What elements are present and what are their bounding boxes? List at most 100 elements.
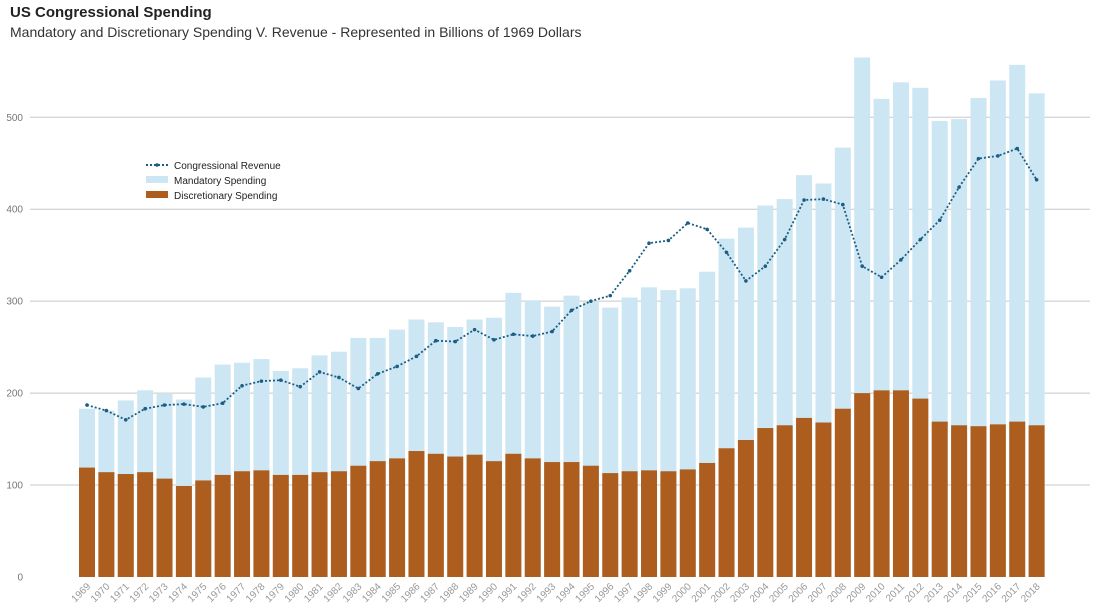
discretionary-bar: [408, 451, 425, 577]
chart-subtitle: Mandatory and Discretionary Spending V. …: [10, 24, 582, 40]
revenue-point: [279, 378, 283, 383]
chart-title: US Congressional Spending: [10, 4, 212, 21]
legend-item-discretionary: Discretionary Spending: [146, 191, 277, 202]
discretionary-bar: [485, 461, 502, 577]
revenue-point: [104, 408, 109, 413]
x-tick-label: 1991: [496, 581, 520, 605]
x-tick-label: 1988: [438, 581, 462, 605]
revenue-point: [899, 257, 903, 262]
revenue-point: [821, 197, 826, 201]
x-tick-label: 1995: [573, 581, 597, 605]
y-tick-label: 500: [6, 113, 23, 124]
discretionary-bar: [1009, 421, 1026, 577]
discretionary-bar: [447, 456, 464, 577]
revenue-point: [395, 364, 399, 369]
x-tick-label: 1976: [205, 581, 229, 605]
x-tick-label: 1984: [360, 581, 384, 605]
x-tick-label: 2003: [729, 581, 753, 605]
revenue-point: [879, 275, 884, 280]
revenue-point: [375, 371, 380, 376]
revenue-point: [860, 264, 864, 269]
legend-item-revenue: Congressional Revenue: [146, 161, 281, 172]
revenue-point: [201, 405, 206, 409]
discretionary-bar: [912, 398, 929, 577]
discretionary-bar: [834, 408, 851, 577]
x-tick-label: 2008: [825, 581, 849, 605]
discretionary-bar: [582, 465, 599, 577]
revenue-point: [337, 375, 341, 380]
revenue-point: [724, 250, 729, 255]
discretionary-bar: [737, 439, 754, 577]
x-tick-label: 2002: [709, 581, 733, 605]
revenue-point: [782, 237, 787, 242]
revenue-point: [763, 264, 768, 269]
revenue-point: [492, 337, 496, 342]
discretionary-bar: [602, 473, 619, 577]
x-tick-label: 1975: [186, 581, 210, 605]
discretionary-bar: [505, 453, 522, 577]
revenue-point: [744, 279, 748, 283]
discretionary-bar: [175, 485, 192, 577]
revenue-point: [453, 339, 458, 344]
revenue-point: [1034, 177, 1039, 182]
discretionary-bar: [311, 472, 328, 577]
revenue-point: [802, 198, 806, 202]
x-tick-label: 1986: [399, 581, 423, 605]
discretionary-bar: [660, 471, 677, 577]
x-axis-ticks: 1969197019711972197319741975197619771978…: [70, 581, 1043, 605]
discretionary-bar: [892, 390, 909, 577]
revenue-point: [298, 384, 302, 389]
discretionary-bar: [330, 471, 347, 577]
revenue-point: [685, 221, 690, 225]
legend-label-discretionary: Discretionary Spending: [174, 191, 277, 202]
x-tick-label: 1970: [89, 581, 113, 605]
revenue-point: [85, 403, 89, 407]
revenue-point: [550, 329, 554, 334]
revenue-point: [530, 334, 535, 338]
discretionary-bar: [815, 422, 832, 577]
revenue-point: [976, 156, 981, 161]
legend: Congressional Revenue Mandatory Spending…: [146, 161, 281, 202]
y-tick-label: 0: [17, 573, 23, 584]
discretionary-bar: [234, 471, 251, 577]
discretionary-bar: [873, 390, 890, 577]
x-tick-label: 2012: [903, 581, 927, 605]
x-tick-label: 1973: [147, 581, 171, 605]
x-tick-label: 1982: [322, 581, 346, 605]
y-axis-ticks: 0 100 200 300 400 500: [6, 113, 23, 584]
x-tick-label: 1999: [651, 581, 675, 605]
revenue-point: [220, 401, 225, 406]
revenue-point: [996, 154, 1000, 158]
revenue-line: [85, 146, 1039, 422]
discretionary-bar: [757, 428, 774, 577]
legend-label-revenue: Congressional Revenue: [174, 161, 281, 172]
x-tick-label: 1980: [283, 581, 307, 605]
revenue-point: [123, 417, 128, 422]
x-tick-label: 1998: [632, 581, 656, 605]
revenue-point: [143, 406, 147, 411]
revenue-point: [317, 370, 322, 374]
x-tick-label: 1993: [535, 581, 559, 605]
x-tick-label: 1979: [263, 581, 287, 605]
x-tick-label: 1971: [108, 581, 132, 605]
discretionary-bar: [369, 461, 386, 577]
discretionary-bar: [718, 448, 735, 577]
discretionary-bar: [989, 424, 1006, 577]
revenue-point: [472, 327, 477, 332]
discretionary-bar: [389, 458, 406, 577]
discretionary-bar: [272, 474, 289, 577]
discretionary-bar: [79, 467, 95, 577]
x-tick-label: 2018: [1019, 581, 1043, 605]
x-tick-label: 2016: [980, 581, 1004, 605]
x-tick-label: 2000: [670, 581, 694, 605]
discretionary-bar: [214, 474, 231, 577]
revenue-point: [666, 238, 671, 243]
revenue-point: [1015, 146, 1020, 151]
discretionary-bar: [931, 421, 948, 577]
legend-label-mandatory: Mandatory Spending: [174, 176, 266, 187]
x-tick-label: 1996: [593, 581, 617, 605]
discretionary-bar: [98, 472, 115, 577]
x-tick-label: 2017: [1000, 581, 1024, 605]
x-tick-label: 2014: [942, 581, 966, 605]
